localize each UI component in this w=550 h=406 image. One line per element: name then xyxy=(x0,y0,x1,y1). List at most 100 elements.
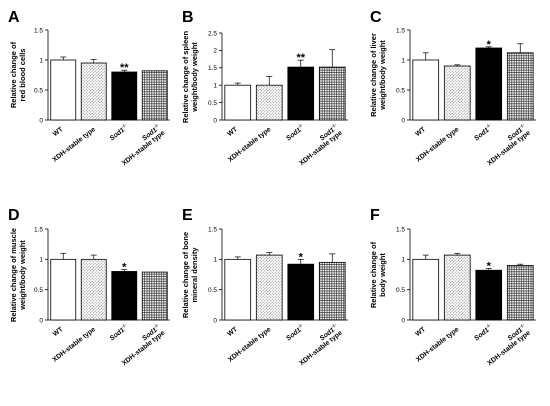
y-tick-label: 0 xyxy=(213,317,217,324)
genotype-superscript: -/- xyxy=(519,122,526,129)
significance-marker: * xyxy=(487,260,492,272)
bar xyxy=(506,264,534,321)
bar xyxy=(475,47,503,121)
y-axis-title-line: mineral density xyxy=(190,247,199,303)
panel-letter: D xyxy=(8,207,20,224)
y-tick-label: 0 xyxy=(39,317,43,324)
chart-panel-F: F Relative change ofbody weight 0 0.5 1 1.5 WT… xyxy=(369,207,536,367)
y-tick-label: 1 xyxy=(401,57,405,64)
bar xyxy=(141,70,168,121)
y-axis-title: Relative change ofbody weight xyxy=(369,241,387,308)
genotype-superscript: -/- xyxy=(485,322,492,329)
significance-marker: ** xyxy=(296,52,305,64)
significance-marker: ** xyxy=(120,62,129,74)
chart-panel-B: B Relative change of spleenweight/body we… xyxy=(181,9,348,167)
x-tick-label: WT xyxy=(226,126,239,139)
y-tick-label: 2.5 xyxy=(208,30,217,37)
bar xyxy=(506,52,534,121)
x-tick-label: Sod1-/- xyxy=(472,122,494,142)
panel-letter: F xyxy=(370,207,380,224)
x-tick-label: Sod1-/-XDH-stable type xyxy=(293,122,344,167)
bar xyxy=(475,269,503,321)
bar xyxy=(141,271,168,321)
y-axis-title-line: Relative change of muscle xyxy=(9,228,18,322)
genotype-superscript: -/- xyxy=(485,122,492,129)
bar xyxy=(287,263,315,321)
x-tick-label: WT xyxy=(226,326,239,339)
genotype-superscript: -/- xyxy=(331,122,338,129)
y-tick-label: 0 xyxy=(401,117,405,124)
chart-panel-A: A Relative change ofred blood cells 0 0.5 1 1… xyxy=(8,9,170,167)
x-tick-label: Sod1-/- xyxy=(107,122,129,142)
y-tick-label: 1 xyxy=(39,57,43,64)
significance-marker: * xyxy=(299,251,304,263)
bar xyxy=(412,59,440,121)
bar xyxy=(287,66,315,121)
y-axis-title-line: Relative change of xyxy=(369,241,378,308)
y-tick-label: 1.5 xyxy=(208,65,217,72)
x-tick-label: Sod1-/- xyxy=(107,322,129,342)
bar xyxy=(443,254,471,321)
x-tick-label: Sod1-/- xyxy=(284,322,306,342)
y-axis-title-line: Relative change of liver xyxy=(369,33,378,117)
panel-letter: E xyxy=(182,207,193,224)
significance-marker: * xyxy=(122,262,127,274)
y-axis-title-line: Relative change of xyxy=(9,41,18,108)
y-tick-label: 1.5 xyxy=(34,27,43,34)
x-tick-label: WT xyxy=(52,126,65,139)
y-axis-title: Relative change ofred blood cells xyxy=(9,41,27,108)
y-tick-label: 0.5 xyxy=(396,287,405,294)
x-tick-label: Sod1-/- xyxy=(472,322,494,342)
x-tick-label: WT xyxy=(414,326,427,339)
y-tick-label: 0.5 xyxy=(34,87,43,94)
y-axis-title-line: red blood cells xyxy=(18,49,27,102)
bar xyxy=(50,59,77,121)
chart-panel-D: D Relative change of muscleweight/body we… xyxy=(8,207,170,367)
bar xyxy=(80,62,107,121)
y-tick-label: 0 xyxy=(39,117,43,124)
x-tick-label: Sod1-/- xyxy=(284,122,306,142)
y-axis-title-line: weight/body weight xyxy=(18,240,27,311)
y-tick-label: 0 xyxy=(401,317,405,324)
y-tick-label: 1 xyxy=(401,257,405,264)
bar xyxy=(255,84,283,121)
chart-panel-E: E Relative change of bonemineral density 0… xyxy=(181,207,348,367)
genotype-superscript: -/- xyxy=(153,122,160,129)
genotype-superscript: -/- xyxy=(519,322,526,329)
bar xyxy=(443,65,471,121)
y-axis-title: Relative change of spleenweight/body wei… xyxy=(181,31,199,124)
y-axis-title-line: body weight xyxy=(378,253,387,297)
y-tick-label: 0.5 xyxy=(208,287,217,294)
y-tick-label: 0.5 xyxy=(34,287,43,294)
y-tick-label: 2 xyxy=(213,48,217,55)
y-tick-label: 0 xyxy=(213,117,217,124)
bar xyxy=(224,258,252,321)
panel-letter: B xyxy=(182,9,194,26)
bar xyxy=(50,258,77,321)
x-tick-label: Sod1-/-XDH-stable type xyxy=(481,322,532,367)
y-axis-title: Relative change of bonemineral density xyxy=(181,232,199,318)
significance-marker: * xyxy=(487,39,492,51)
y-tick-label: 1 xyxy=(213,257,217,264)
x-tick-label: WT xyxy=(52,326,65,339)
genotype-superscript: -/- xyxy=(121,322,128,329)
y-tick-label: 1.5 xyxy=(34,226,43,233)
y-tick-label: 0.5 xyxy=(396,87,405,94)
bar xyxy=(80,258,107,321)
y-tick-label: 1.5 xyxy=(396,27,405,34)
bar xyxy=(111,71,138,121)
y-tick-label: 1 xyxy=(213,83,217,90)
y-tick-label: 1 xyxy=(39,257,43,264)
y-tick-label: 0.5 xyxy=(208,100,217,107)
bar xyxy=(412,258,440,321)
y-axis-title: Relative change of liverweight/body weig… xyxy=(369,33,387,117)
panel-letter: A xyxy=(8,9,20,26)
x-tick-label: Sod1-/-XDH-stable type xyxy=(293,322,344,367)
x-tick-label: WT xyxy=(414,126,427,139)
genotype-superscript: -/- xyxy=(297,322,304,329)
y-axis-title-line: weight/body weight xyxy=(190,42,199,113)
genotype-superscript: -/- xyxy=(121,122,128,129)
panel-letter: C xyxy=(370,9,382,26)
bar xyxy=(318,66,346,121)
bar xyxy=(224,84,252,121)
